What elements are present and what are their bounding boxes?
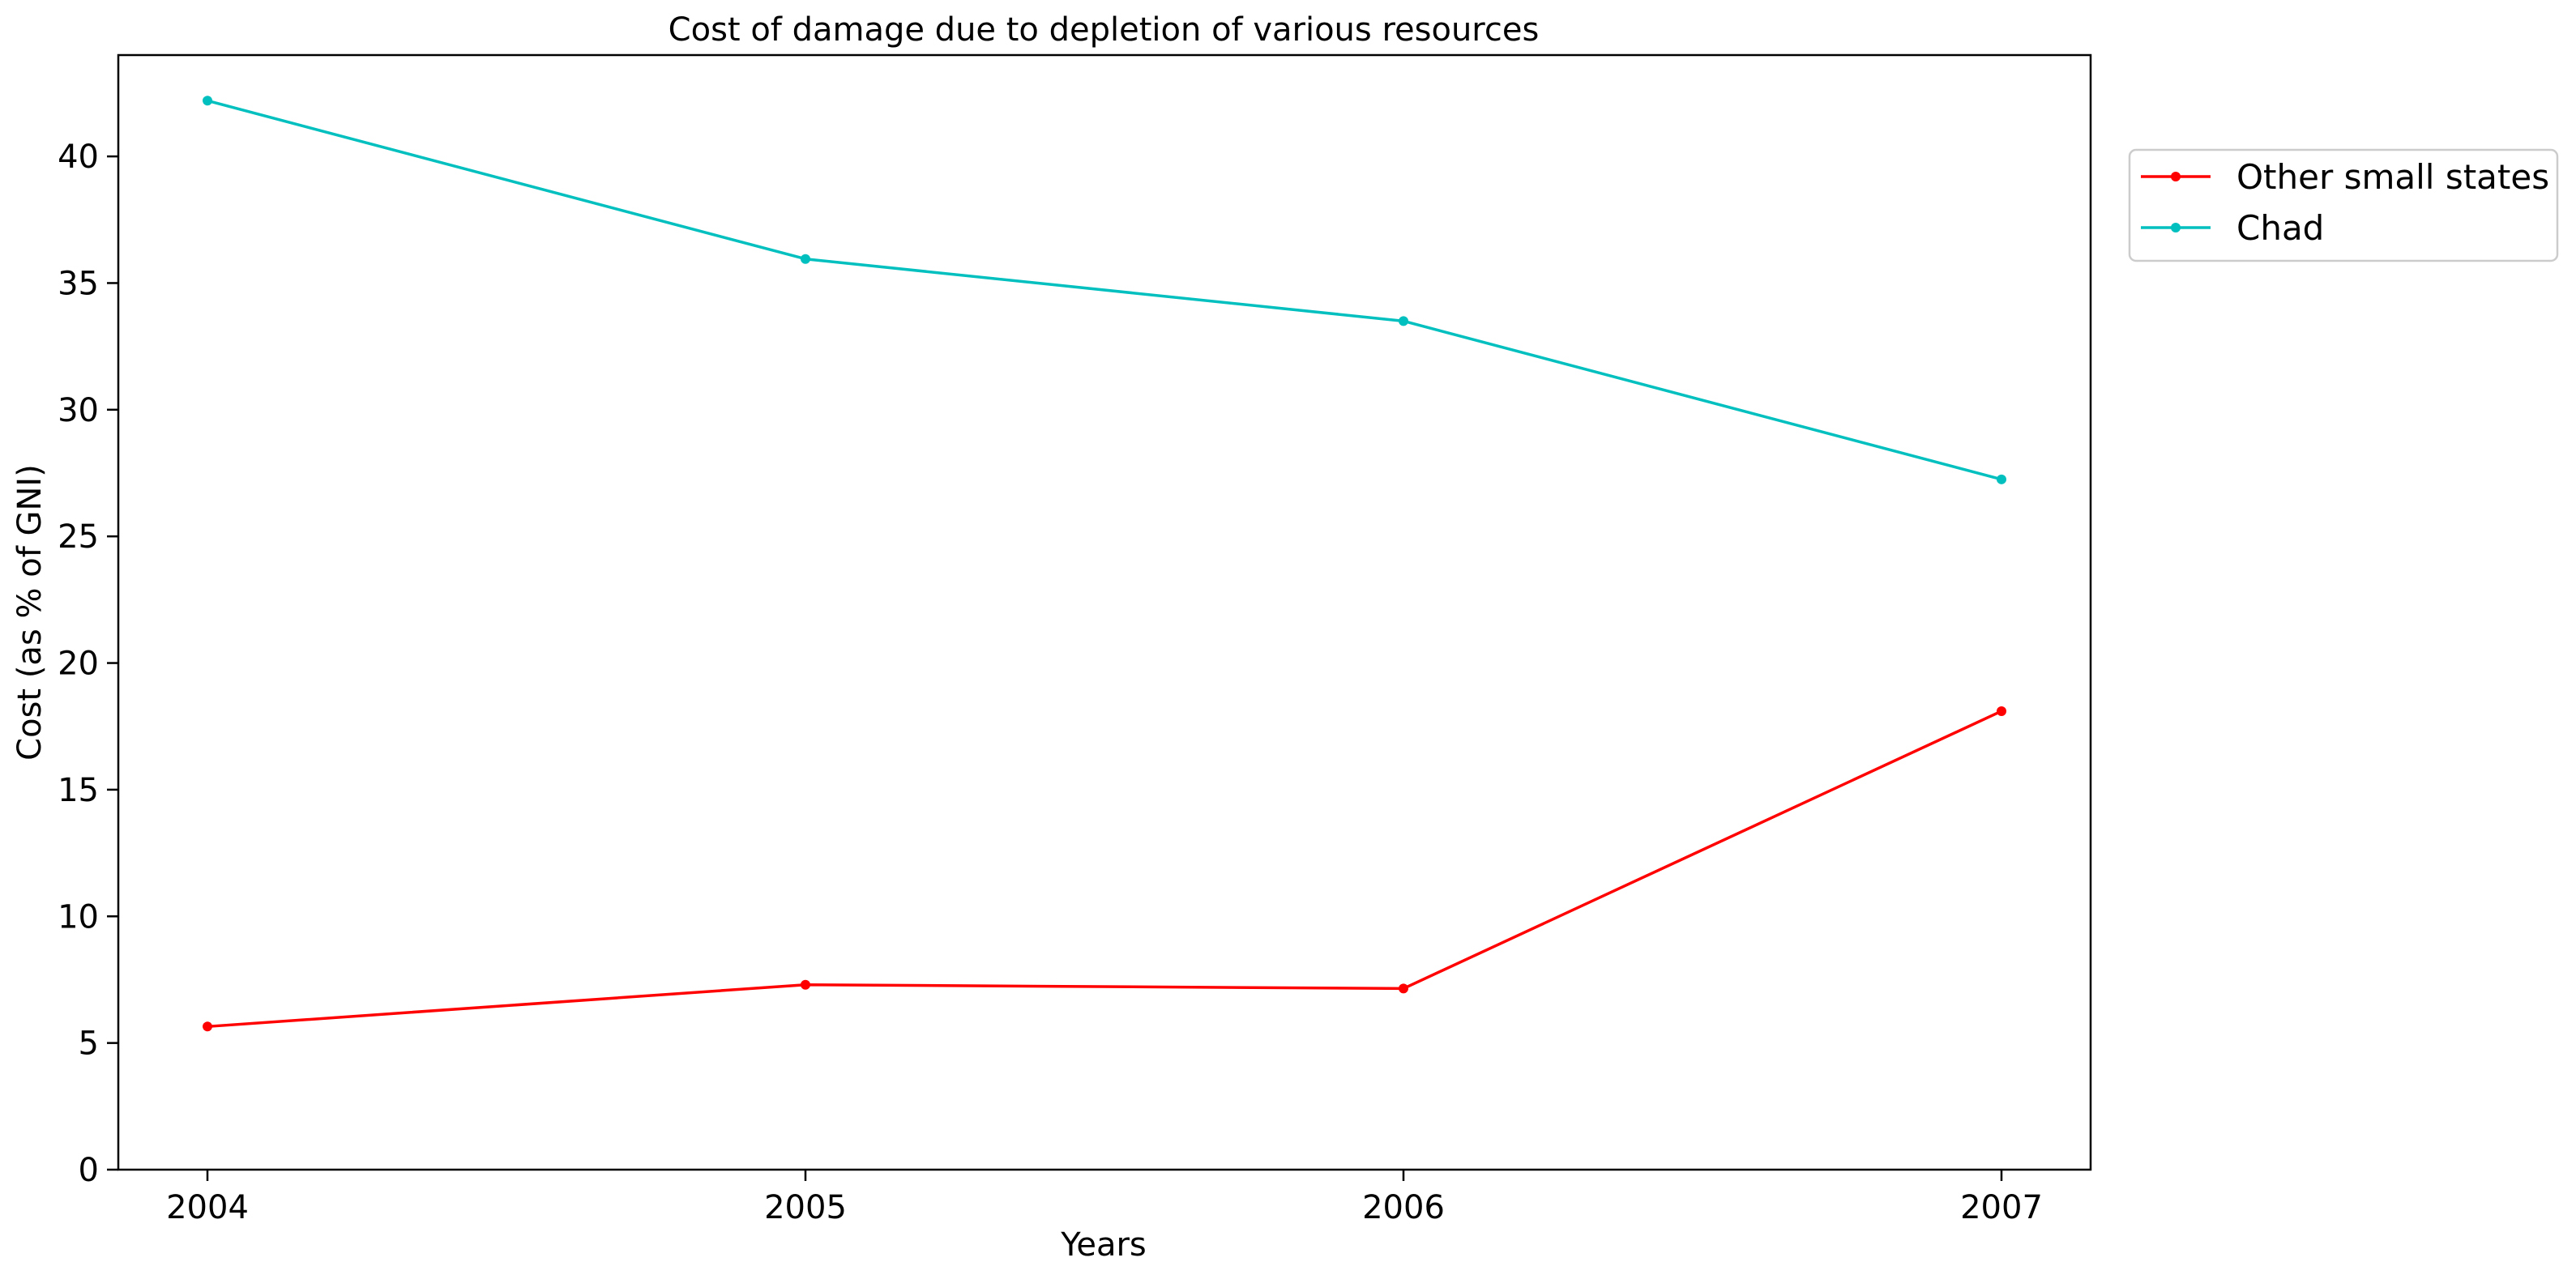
data-point [203,1021,212,1032]
legend: Other small states Chad [2128,148,2559,262]
series-line [207,99,2002,481]
x-tick-label: 2004 [166,1189,249,1226]
y-tick-label: 30 [58,392,99,429]
x-tick-label: 2007 [1960,1189,2043,1226]
y-tick-label: 40 [58,139,99,176]
data-point [1997,474,2006,484]
y-tick-label: 5 [79,1025,99,1063]
y-tick-label: 25 [58,518,99,556]
legend-item: Other small states [2141,157,2549,197]
series-2 [203,96,2006,484]
data-point [1399,983,1408,994]
data-point [801,979,810,990]
data-point [1997,706,2006,716]
y-tick-label: 15 [58,772,99,809]
data-point [1399,316,1408,326]
y-axis: 0 5 10 15 20 25 30 35 40 [58,139,118,1189]
x-axis: 2004 2005 2006 2007 [166,1170,2043,1226]
legend-label: Chad [2236,208,2324,248]
chart-title: Cost of damage due to depletion of vario… [669,11,1540,49]
x-tick-label: 2005 [764,1189,847,1226]
legend-label: Other small states [2236,157,2549,197]
series-1 [203,706,2006,1032]
y-axis-title: Cost (as % of GNI) [11,464,49,761]
y-tick-label: 10 [58,898,99,936]
x-axis-title: Years [1060,1226,1147,1264]
plot-frame [117,53,2092,1171]
y-tick-label: 20 [58,646,99,683]
legend-frame [2128,148,2559,262]
x-tick-label: 2006 [1362,1189,1445,1226]
legend-marker [2171,223,2181,232]
y-tick-label: 0 [79,1152,99,1189]
series-line [207,710,2002,1029]
y-tick-label: 35 [58,265,99,302]
data-point [203,96,212,106]
legend-item: Chad [2141,208,2324,248]
series-layer [203,96,2006,1032]
legend-marker [2171,172,2181,181]
data-point [801,254,810,264]
